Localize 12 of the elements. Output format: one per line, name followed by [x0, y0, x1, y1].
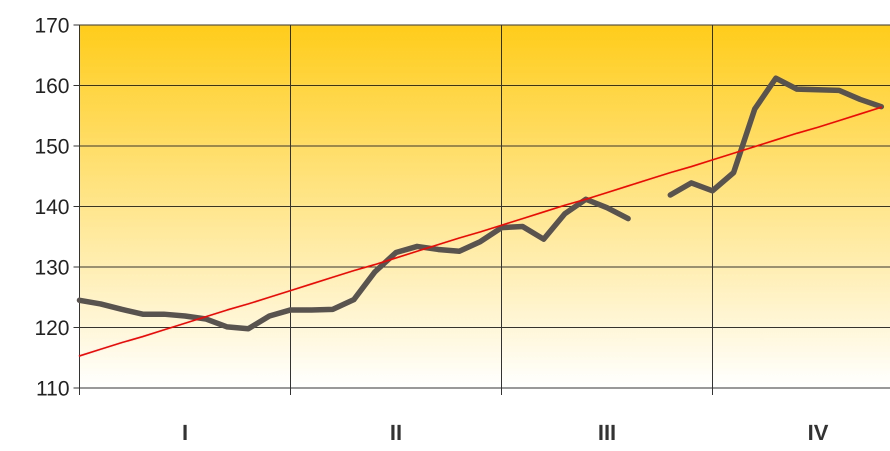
y-tick-label: 120: [34, 316, 70, 340]
x-tick-label: I: [182, 420, 188, 445]
x-tick-label: IV: [808, 420, 829, 445]
y-tick-label: 140: [34, 196, 70, 219]
y-tick-label: 130: [34, 256, 70, 280]
y-tick-label: 170: [34, 14, 70, 38]
x-tick-label: III: [598, 420, 616, 445]
y-tick-label: 110: [36, 377, 70, 400]
y-tick-label: 150: [34, 135, 70, 158]
y-tick-label: 160: [34, 74, 70, 98]
line-series: [78, 106, 882, 357]
x-tick-label: II: [390, 420, 402, 445]
